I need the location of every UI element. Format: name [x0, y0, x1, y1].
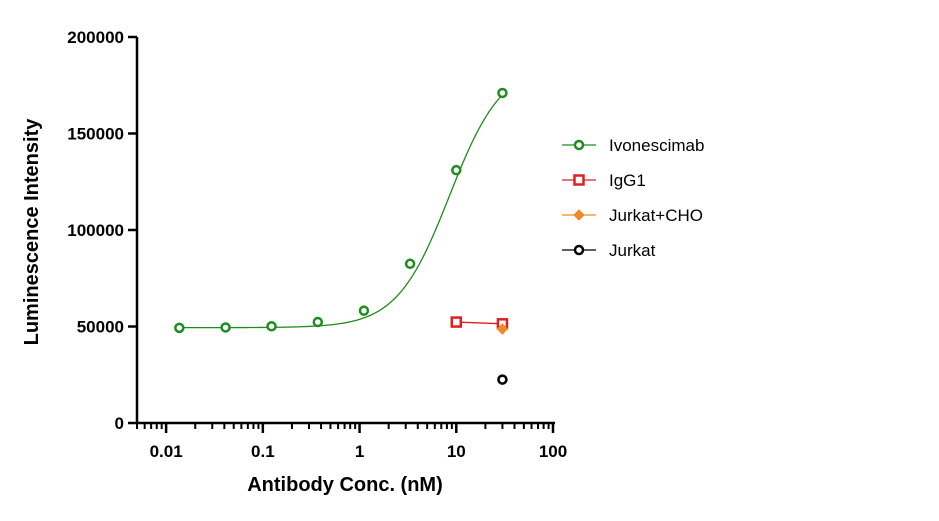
y-tick-label: 200000 [67, 28, 124, 47]
x-tick-label: 100 [539, 442, 567, 461]
legend-item-igg1: IgG1 [562, 171, 646, 190]
x-tick-label: 0.1 [251, 442, 275, 461]
data-point-jurkat [497, 374, 508, 385]
y-ticks: 0 50000 100000 150000 200000 [67, 28, 137, 433]
legend-item-jurkat-cho: Jurkat+CHO [562, 206, 703, 225]
legend: Ivonescimab IgG1 Jurkat+CHO Jurkat [562, 136, 704, 260]
legend-label: Ivonescimab [609, 136, 704, 155]
data-point-ivonescimab [358, 305, 370, 316]
series-igg1 [450, 316, 509, 330]
data-point-ivonescimab [497, 87, 508, 99]
data-point-ivonescimab [451, 164, 462, 176]
data-point-ivonescimab [174, 322, 185, 334]
axes [135, 37, 555, 425]
x-tick-label: 0.01 [150, 442, 183, 461]
legend-label: Jurkat+CHO [609, 206, 703, 225]
series-jurkat [497, 374, 508, 385]
series-line-igg1 [456, 321, 503, 325]
x-axis-title: Antibody Conc. (nM) [247, 474, 443, 496]
x-tick-label: 1 [355, 442, 364, 461]
x-tick-label: 10 [447, 442, 466, 461]
y-axis-title: Luminescence Intensity [21, 118, 43, 346]
legend-marker-igg1 [573, 174, 585, 186]
data-point-ivonescimab [404, 258, 416, 270]
legend-label: Jurkat [609, 241, 656, 260]
data-point-ivonescimab [312, 316, 324, 328]
legend-marker-jurkat [573, 244, 585, 256]
data-point-ivonescimab [266, 321, 277, 332]
series-ivonescimab [174, 87, 508, 334]
legend-marker-ivonescimab [573, 139, 585, 151]
legend-item-ivonescimab: Ivonescimab [562, 136, 704, 155]
y-tick-label: 50000 [77, 318, 124, 337]
fit-curve-ivonescimab [179, 94, 503, 329]
x-ticks: 0.01 0.1 1 10 100 [136, 423, 567, 461]
legend-marker-jurkat-cho [573, 209, 585, 221]
legend-label: IgG1 [609, 171, 646, 190]
data-point-jurkat-cho [496, 323, 509, 335]
series-group [174, 87, 509, 385]
y-tick-label: 100000 [67, 221, 124, 240]
data-point-igg1 [450, 316, 463, 328]
y-tick-label: 0 [115, 414, 124, 433]
series-jurkat-cho [496, 323, 509, 335]
y-tick-label: 150000 [67, 125, 124, 144]
legend-item-jurkat: Jurkat [562, 241, 656, 260]
data-point-ivonescimab [220, 322, 231, 333]
